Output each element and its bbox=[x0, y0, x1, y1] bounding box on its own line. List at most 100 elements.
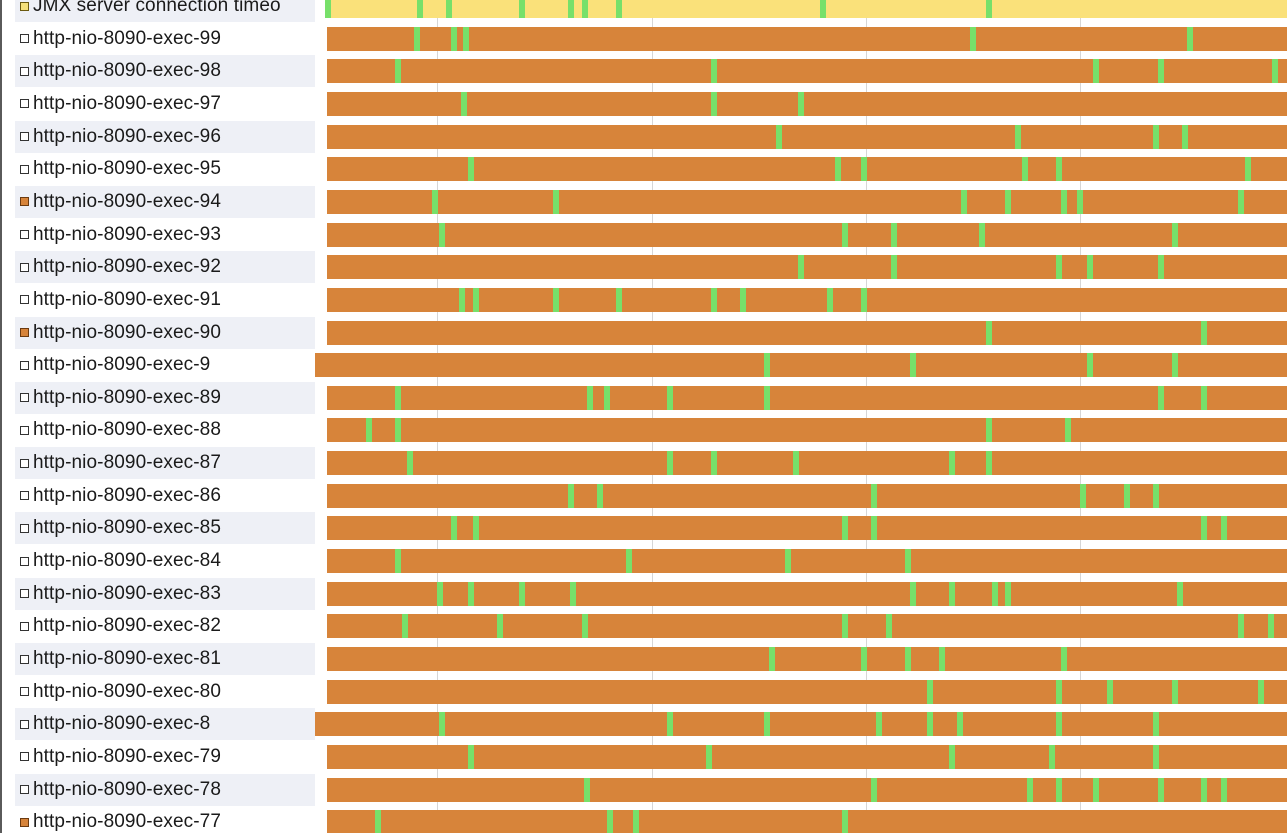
sleep-state-marker[interactable] bbox=[473, 516, 480, 541]
sleep-state-marker[interactable] bbox=[739, 287, 746, 312]
sleep-state-marker[interactable] bbox=[1005, 189, 1012, 214]
sleep-state-marker[interactable] bbox=[841, 810, 848, 833]
sleep-state-marker[interactable] bbox=[1055, 712, 1062, 737]
sleep-state-marker[interactable] bbox=[992, 581, 999, 606]
sleep-state-marker[interactable] bbox=[835, 157, 842, 182]
sleep-state-marker[interactable] bbox=[985, 418, 992, 443]
sleep-state-marker[interactable] bbox=[956, 712, 963, 737]
sleep-state-marker[interactable] bbox=[596, 483, 603, 508]
sleep-state-marker[interactable] bbox=[764, 353, 771, 378]
thread-state-checkbox[interactable] bbox=[20, 262, 29, 272]
sleep-state-marker[interactable] bbox=[1238, 189, 1245, 214]
thread-timeline-track[interactable] bbox=[315, 744, 1287, 769]
sleep-state-marker[interactable] bbox=[394, 59, 401, 84]
sleep-state-marker[interactable] bbox=[553, 287, 560, 312]
thread-state-checkbox[interactable] bbox=[20, 458, 29, 468]
sleep-state-marker[interactable] bbox=[905, 647, 911, 671]
thread-row[interactable]: http-nio-8090-exec-84 bbox=[15, 545, 315, 577]
thread-state-checkbox[interactable] bbox=[20, 34, 29, 44]
sleep-state-marker[interactable] bbox=[905, 549, 911, 574]
sleep-state-marker[interactable] bbox=[710, 451, 717, 476]
thread-timeline-track[interactable] bbox=[315, 189, 1287, 214]
thread-timeline-track[interactable] bbox=[315, 549, 1287, 574]
sleep-state-marker[interactable] bbox=[616, 0, 623, 18]
sleep-state-marker[interactable] bbox=[394, 418, 401, 443]
sleep-state-marker[interactable] bbox=[584, 777, 591, 802]
running-state-bar[interactable] bbox=[326, 549, 1287, 574]
thread-state-checkbox[interactable] bbox=[20, 687, 29, 697]
running-state-bar[interactable] bbox=[326, 777, 1287, 802]
sleep-state-marker[interactable] bbox=[861, 647, 868, 671]
thread-state-checkbox[interactable] bbox=[20, 164, 29, 174]
sleep-state-marker[interactable] bbox=[437, 581, 444, 606]
sleep-state-marker[interactable] bbox=[1272, 59, 1279, 84]
sleep-state-marker[interactable] bbox=[875, 712, 882, 737]
sleep-state-marker[interactable] bbox=[1092, 59, 1099, 84]
sleep-state-marker[interactable] bbox=[407, 451, 414, 476]
sleep-state-marker[interactable] bbox=[451, 516, 458, 541]
sleep-state-marker[interactable] bbox=[1172, 353, 1179, 378]
sleep-state-marker[interactable] bbox=[1201, 516, 1208, 541]
running-state-bar[interactable] bbox=[315, 353, 1287, 378]
running-state-bar[interactable] bbox=[326, 385, 1287, 410]
thread-timeline-track[interactable] bbox=[315, 59, 1287, 84]
sleep-state-marker[interactable] bbox=[1014, 124, 1021, 149]
thread-state-checkbox[interactable] bbox=[20, 523, 29, 533]
sleep-state-marker[interactable] bbox=[519, 581, 526, 606]
running-state-bar[interactable] bbox=[326, 744, 1287, 769]
sleep-state-marker[interactable] bbox=[1048, 744, 1055, 769]
sleep-state-marker[interactable] bbox=[606, 810, 613, 833]
sleep-state-marker[interactable] bbox=[927, 712, 934, 737]
thread-timeline-track[interactable] bbox=[315, 581, 1287, 606]
sleep-state-marker[interactable] bbox=[948, 451, 955, 476]
running-state-bar[interactable] bbox=[326, 124, 1287, 149]
sleep-state-marker[interactable] bbox=[1201, 320, 1208, 345]
thread-state-checkbox[interactable] bbox=[20, 621, 29, 631]
sleep-state-marker[interactable] bbox=[1152, 483, 1159, 508]
thread-row[interactable]: http-nio-8090-exec-79 bbox=[15, 741, 315, 773]
thread-row[interactable]: http-nio-8090-exec-77 bbox=[15, 806, 315, 838]
running-state-bar[interactable] bbox=[326, 647, 1287, 671]
sleep-state-marker[interactable] bbox=[978, 222, 985, 247]
thread-timeline-track[interactable] bbox=[315, 777, 1287, 802]
sleep-state-marker[interactable] bbox=[861, 157, 868, 182]
sleep-state-marker[interactable] bbox=[1079, 483, 1086, 508]
thread-state-checkbox[interactable] bbox=[20, 817, 29, 827]
running-state-bar[interactable] bbox=[326, 222, 1287, 247]
sleep-state-marker[interactable] bbox=[798, 255, 805, 280]
thread-state-checkbox[interactable] bbox=[20, 132, 29, 142]
thread-row[interactable]: http-nio-8090-exec-82 bbox=[15, 610, 315, 642]
sleep-state-marker[interactable] bbox=[885, 614, 892, 639]
sleep-state-marker[interactable] bbox=[1157, 777, 1164, 802]
sleep-state-marker[interactable] bbox=[985, 451, 992, 476]
thread-timeline-track[interactable] bbox=[315, 124, 1287, 149]
sleep-state-marker[interactable] bbox=[764, 385, 771, 410]
sleep-state-marker[interactable] bbox=[1021, 157, 1028, 182]
sleep-state-marker[interactable] bbox=[1026, 777, 1033, 802]
sleep-state-marker[interactable] bbox=[927, 679, 934, 704]
sleep-state-marker[interactable] bbox=[1055, 777, 1062, 802]
thread-timeline-track[interactable] bbox=[315, 679, 1287, 704]
sleep-state-marker[interactable] bbox=[961, 189, 968, 214]
thread-row[interactable]: http-nio-8090-exec-80 bbox=[15, 676, 315, 708]
sleep-state-marker[interactable] bbox=[1257, 679, 1264, 704]
thread-state-checkbox[interactable] bbox=[20, 752, 29, 762]
running-state-bar[interactable] bbox=[326, 287, 1287, 312]
sleep-state-marker[interactable] bbox=[553, 189, 560, 214]
thread-state-checkbox[interactable] bbox=[20, 295, 29, 305]
sleep-state-marker[interactable] bbox=[891, 255, 898, 280]
thread-state-checkbox[interactable] bbox=[20, 197, 29, 207]
sleep-state-marker[interactable] bbox=[567, 0, 574, 18]
thread-timeline-track[interactable] bbox=[315, 157, 1287, 182]
thread-row[interactable]: http-nio-8090-exec-99 bbox=[15, 23, 315, 55]
sleep-state-marker[interactable] bbox=[798, 91, 805, 116]
thread-row[interactable]: http-nio-8090-exec-8 bbox=[15, 708, 315, 741]
running-state-bar[interactable] bbox=[326, 157, 1287, 182]
sleep-state-marker[interactable] bbox=[451, 26, 458, 51]
thread-row[interactable]: http-nio-8090-exec-86 bbox=[15, 480, 315, 512]
thread-row[interactable]: http-nio-8090-exec-87 bbox=[15, 447, 315, 480]
thread-timeline-track[interactable] bbox=[315, 320, 1287, 345]
sleep-state-marker[interactable] bbox=[1086, 255, 1093, 280]
thread-state-checkbox[interactable] bbox=[20, 425, 29, 435]
sleep-state-marker[interactable] bbox=[710, 91, 717, 116]
